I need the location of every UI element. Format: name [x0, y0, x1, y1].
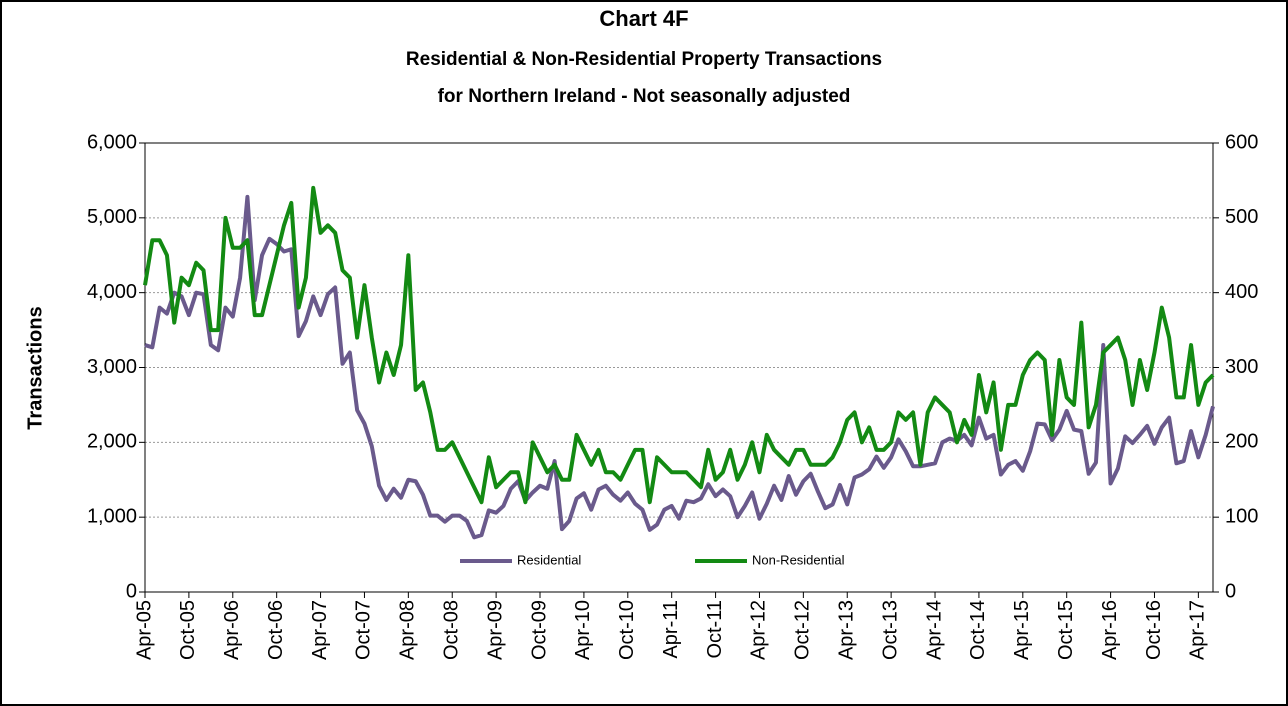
- x-tick-label: Oct-14: [967, 600, 989, 660]
- chart-subtitle: for Northern Ireland - Not seasonally ad…: [438, 86, 851, 107]
- x-tick-label: Oct-07: [353, 600, 375, 660]
- x-tick-label: Apr-07: [309, 600, 331, 660]
- y2-tick-label: 200: [1225, 431, 1258, 453]
- y-axis-label: Transactions: [24, 306, 46, 429]
- y2-tick-label: 600: [1225, 131, 1258, 153]
- y-tick-label: 6,000: [87, 131, 137, 153]
- x-tick-label: Apr-12: [748, 600, 770, 660]
- x-tick-label: Oct-05: [177, 600, 199, 660]
- chart-subtitle: Residential & Non-Residential Property T…: [406, 49, 882, 70]
- x-tick-label: Apr-10: [572, 600, 594, 660]
- legend-label: Non-Residential: [752, 552, 845, 567]
- plot-area: [144, 142, 1214, 593]
- x-tick-label: Oct-12: [792, 600, 814, 660]
- x-tick-label: Oct-09: [528, 600, 550, 660]
- x-tick-label: Apr-16: [1099, 600, 1121, 660]
- y2-tick-label: 0: [1225, 580, 1236, 602]
- x-tick-label: Apr-14: [923, 600, 945, 660]
- y-tick-label: 1,000: [87, 505, 137, 527]
- y2-tick-label: 300: [1225, 356, 1258, 378]
- x-tick-label: Apr-06: [221, 600, 243, 660]
- x-tick-label: Oct-06: [265, 600, 287, 660]
- x-tick-label: Apr-08: [397, 600, 419, 660]
- x-tick-label: Oct-13: [879, 600, 901, 660]
- y-tick-label: 4,000: [87, 281, 137, 303]
- series-line: [144, 194, 1215, 540]
- chart-title: Chart 4F: [599, 6, 688, 31]
- x-tick-label: Oct-16: [1143, 600, 1165, 660]
- x-tick-label: Apr-05: [133, 600, 155, 660]
- x-tick-label: Oct-08: [441, 600, 463, 660]
- x-tick-label: Oct-10: [616, 600, 638, 660]
- x-tick-label: Apr-17: [1187, 600, 1209, 660]
- y2-tick-label: 400: [1225, 281, 1258, 303]
- y-tick-label: 2,000: [87, 431, 137, 453]
- x-tick-label: Apr-13: [836, 600, 858, 660]
- series-line: [143, 185, 1215, 505]
- x-tick-label: Apr-09: [484, 600, 506, 660]
- y-tick-label: 0: [126, 580, 137, 602]
- x-tick-label: Oct-11: [704, 600, 726, 659]
- y2-tick-label: 500: [1225, 206, 1258, 228]
- y2-tick-label: 100: [1225, 505, 1258, 527]
- x-tick-label: Apr-15: [1011, 600, 1033, 660]
- x-tick-label: Oct-15: [1055, 600, 1077, 660]
- y-tick-label: 3,000: [87, 356, 137, 378]
- x-tick-label: Apr-11: [660, 600, 682, 659]
- legend-label: Residential: [517, 552, 581, 567]
- y-tick-label: 5,000: [87, 206, 137, 228]
